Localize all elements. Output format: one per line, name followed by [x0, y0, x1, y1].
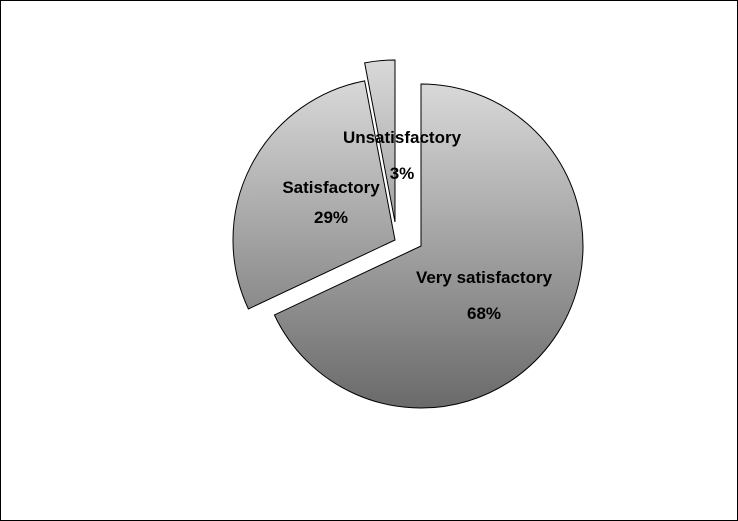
slice-percent-very-satisfactory: 68% — [467, 304, 501, 323]
pie-slice-unsatisfactory — [364, 59, 396, 223]
slice-label-satisfactory: Satisfactory — [282, 178, 380, 197]
slice-label-very-satisfactory: Very satisfactory — [416, 268, 553, 287]
slice-percent-unsatisfactory: 3% — [390, 164, 415, 183]
slice-percent-satisfactory: 29% — [314, 208, 348, 227]
pie-slice-satisfactory — [232, 80, 396, 310]
slice-label-unsatisfactory: Unsatisfactory — [343, 128, 462, 147]
pie-slice-very-satisfactory — [273, 83, 584, 409]
